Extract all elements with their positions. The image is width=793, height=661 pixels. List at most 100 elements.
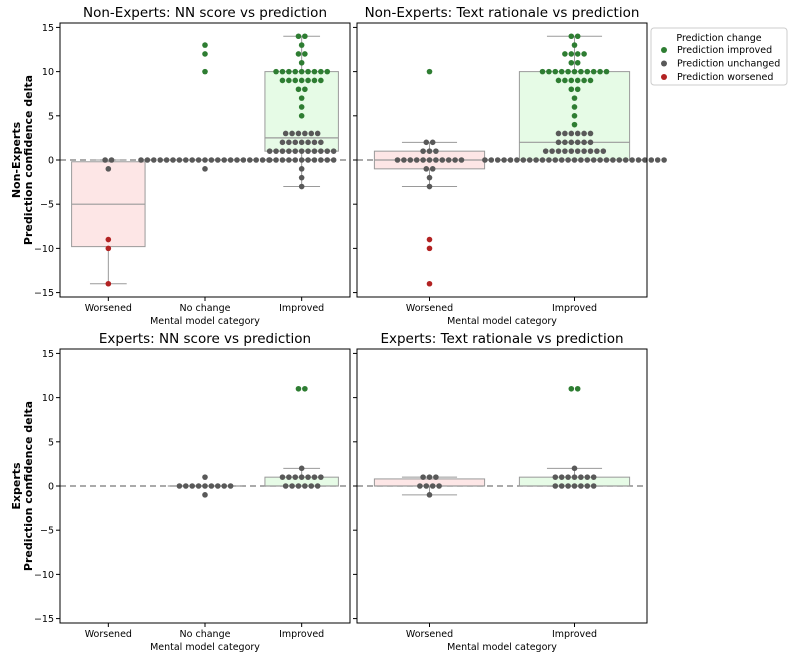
x-tick-label: Worsened xyxy=(85,303,132,314)
point-unchanged xyxy=(221,483,227,489)
point-unchanged xyxy=(318,474,324,480)
x-axis-label: Mental model category xyxy=(150,316,260,327)
point-unchanged xyxy=(266,157,273,163)
point-unchanged xyxy=(571,157,578,163)
point-unchanged xyxy=(584,157,591,163)
point-unchanged xyxy=(433,148,439,154)
point-unchanged xyxy=(590,474,597,480)
point-unchanged xyxy=(578,474,584,480)
point-unchanged xyxy=(105,166,112,172)
point-unchanged xyxy=(308,483,315,489)
point-unchanged xyxy=(202,157,208,163)
point-improved xyxy=(568,59,575,66)
point-improved xyxy=(305,68,311,75)
point-unchanged xyxy=(420,148,426,154)
y-tick-label: 15 xyxy=(42,23,54,34)
y-tick-label: −5 xyxy=(40,200,54,211)
point-improved xyxy=(202,68,208,75)
point-unchanged xyxy=(227,157,234,163)
point-unchanged xyxy=(279,139,286,146)
point-unchanged xyxy=(176,157,183,163)
point-unchanged xyxy=(318,157,324,163)
point-unchanged xyxy=(286,474,292,480)
point-unchanged xyxy=(426,157,433,163)
point-unchanged xyxy=(616,157,623,163)
point-improved xyxy=(571,68,578,75)
point-improved xyxy=(311,68,318,75)
point-unchanged xyxy=(507,157,514,163)
point-unchanged xyxy=(488,157,495,163)
point-unchanged xyxy=(295,130,302,137)
point-worsened xyxy=(426,245,433,252)
y-tick-label: −10 xyxy=(34,570,54,581)
point-improved xyxy=(571,42,578,48)
point-unchanged xyxy=(282,130,289,137)
point-unchanged xyxy=(568,139,575,146)
y-tick-label: −15 xyxy=(34,288,54,299)
point-improved xyxy=(574,33,581,40)
point-worsened xyxy=(426,236,433,243)
point-unchanged xyxy=(587,148,594,154)
point-improved xyxy=(302,51,308,57)
point-unchanged xyxy=(574,148,581,154)
point-unchanged xyxy=(420,474,426,480)
point-unchanged xyxy=(298,166,305,172)
point-improved xyxy=(202,42,208,48)
point-unchanged xyxy=(138,157,144,163)
point-unchanged xyxy=(108,157,115,163)
point-unchanged xyxy=(298,183,305,190)
point-unchanged xyxy=(581,139,587,146)
x-tick-label: No change xyxy=(180,303,231,314)
point-unchanged xyxy=(208,483,215,489)
point-unchanged xyxy=(482,157,488,163)
point-improved xyxy=(318,77,324,84)
point-unchanged xyxy=(401,157,407,163)
point-unchanged xyxy=(584,474,591,480)
point-improved xyxy=(298,68,305,75)
x-tick-label: Worsened xyxy=(85,629,132,640)
point-improved xyxy=(302,86,308,93)
x-axis-label: Mental model category xyxy=(447,316,557,327)
point-unchanged xyxy=(176,483,183,489)
y-axis-label-line1: Non-Experts xyxy=(10,121,23,198)
point-improved xyxy=(565,68,571,75)
point-unchanged xyxy=(562,139,568,146)
legend-label: Prediction unchanged xyxy=(677,59,780,70)
point-unchanged xyxy=(546,157,552,163)
point-improved xyxy=(552,68,559,75)
point-unchanged xyxy=(195,157,202,163)
point-unchanged xyxy=(208,157,215,163)
point-unchanged xyxy=(289,130,295,137)
point-unchanged xyxy=(555,130,562,137)
y-tick-label: 15 xyxy=(42,349,54,360)
point-unchanged xyxy=(247,157,253,163)
point-unchanged xyxy=(594,148,600,154)
point-improved xyxy=(571,95,578,101)
point-unchanged xyxy=(590,483,597,489)
point-improved xyxy=(568,77,575,84)
point-unchanged xyxy=(298,474,305,480)
point-improved xyxy=(574,86,581,93)
point-unchanged xyxy=(286,157,292,163)
point-unchanged xyxy=(292,148,299,154)
point-unchanged xyxy=(565,474,571,480)
legend-marker xyxy=(661,47,667,53)
point-improved xyxy=(574,51,581,57)
box-worsened xyxy=(71,159,146,285)
point-unchanged xyxy=(202,166,208,172)
point-unchanged xyxy=(571,474,578,480)
point-unchanged xyxy=(426,148,433,154)
point-unchanged xyxy=(568,130,575,137)
point-improved xyxy=(571,104,578,110)
point-unchanged xyxy=(394,157,401,163)
point-unchanged xyxy=(286,148,292,154)
panel-1: −15 −10 −5 0 5 10 15 Worsened No change Improved M… xyxy=(10,5,351,327)
point-unchanged xyxy=(279,157,286,163)
point-unchanged xyxy=(234,157,240,163)
point-unchanged xyxy=(578,157,584,163)
point-unchanged xyxy=(292,139,299,146)
legend-title: Prediction change xyxy=(676,33,761,44)
point-unchanged xyxy=(558,474,565,480)
point-unchanged xyxy=(318,139,324,146)
point-unchanged xyxy=(215,483,221,489)
